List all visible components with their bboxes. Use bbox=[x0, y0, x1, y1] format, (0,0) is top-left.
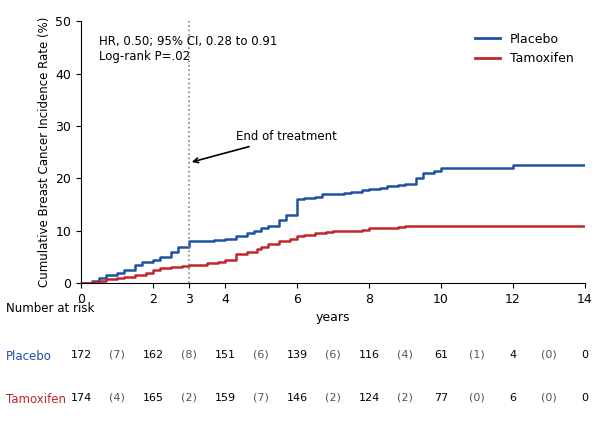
Tamoxifen bbox=[473, 223, 481, 228]
Tamoxifen bbox=[243, 249, 250, 254]
Placebo bbox=[581, 163, 589, 168]
Text: 139: 139 bbox=[286, 350, 308, 360]
Tamoxifen bbox=[275, 239, 283, 244]
Tamoxifen bbox=[358, 227, 365, 233]
Tamoxifen bbox=[103, 276, 110, 281]
Tamoxifen bbox=[412, 223, 419, 228]
Text: End of treatment: End of treatment bbox=[193, 130, 337, 163]
Tamoxifen bbox=[178, 264, 185, 269]
Placebo bbox=[211, 238, 218, 243]
Text: 6: 6 bbox=[509, 393, 517, 402]
Tamoxifen bbox=[232, 252, 239, 257]
Tamoxifen bbox=[286, 236, 293, 241]
Text: (7): (7) bbox=[253, 393, 269, 402]
Tamoxifen bbox=[113, 275, 121, 281]
Text: 165: 165 bbox=[143, 393, 163, 402]
Text: 159: 159 bbox=[214, 393, 236, 402]
Tamoxifen bbox=[257, 244, 265, 249]
Text: HR, 0.50; 95% CI, 0.28 to 0.91
Log-rank P=.02: HR, 0.50; 95% CI, 0.28 to 0.91 Log-rank … bbox=[99, 35, 277, 63]
Tamoxifen bbox=[167, 265, 175, 270]
Text: (4): (4) bbox=[397, 350, 413, 360]
Tamoxifen bbox=[419, 223, 427, 228]
Tamoxifen bbox=[142, 270, 149, 275]
Tamoxifen bbox=[193, 262, 200, 267]
Line: Placebo: Placebo bbox=[81, 166, 585, 283]
Tamoxifen bbox=[221, 257, 229, 262]
Tamoxifen bbox=[121, 274, 128, 279]
Placebo bbox=[563, 163, 571, 168]
Text: (7): (7) bbox=[109, 350, 125, 360]
Text: 162: 162 bbox=[142, 350, 164, 360]
Tamoxifen bbox=[347, 228, 355, 233]
Tamoxifen bbox=[376, 226, 383, 231]
Text: (1): (1) bbox=[469, 350, 485, 360]
Tamoxifen bbox=[581, 223, 589, 228]
Text: (2): (2) bbox=[181, 393, 197, 402]
Text: Number at risk: Number at risk bbox=[6, 302, 94, 315]
Tamoxifen bbox=[203, 261, 211, 266]
Text: 124: 124 bbox=[358, 393, 380, 402]
Tamoxifen bbox=[437, 223, 445, 228]
Tamoxifen bbox=[265, 241, 272, 246]
Tamoxifen bbox=[254, 247, 261, 252]
Text: (6): (6) bbox=[253, 350, 269, 360]
Text: 0: 0 bbox=[581, 393, 589, 402]
Line: Tamoxifen: Tamoxifen bbox=[81, 226, 585, 283]
Tamoxifen bbox=[157, 266, 164, 271]
Text: Placebo: Placebo bbox=[6, 350, 52, 363]
Text: (4): (4) bbox=[109, 393, 125, 402]
Tamoxifen bbox=[322, 229, 329, 234]
Text: (0): (0) bbox=[469, 393, 485, 402]
Text: 4: 4 bbox=[509, 350, 517, 360]
Text: (0): (0) bbox=[541, 393, 557, 402]
Placebo bbox=[221, 236, 229, 241]
Text: (0): (0) bbox=[541, 350, 557, 360]
Tamoxifen bbox=[365, 226, 373, 231]
Placebo bbox=[401, 181, 409, 186]
Tamoxifen bbox=[293, 233, 301, 239]
Text: Tamoxifen: Tamoxifen bbox=[6, 393, 66, 405]
Placebo bbox=[376, 185, 383, 190]
Text: (6): (6) bbox=[325, 350, 341, 360]
Placebo bbox=[509, 163, 517, 168]
Tamoxifen bbox=[185, 262, 193, 267]
Text: (8): (8) bbox=[181, 350, 197, 360]
Text: 146: 146 bbox=[286, 393, 308, 402]
Tamoxifen bbox=[149, 268, 157, 273]
Tamoxifen bbox=[88, 280, 95, 285]
Text: 77: 77 bbox=[434, 393, 448, 402]
Tamoxifen bbox=[383, 226, 391, 231]
Tamoxifen bbox=[545, 223, 553, 228]
Tamoxifen bbox=[77, 281, 85, 286]
Tamoxifen bbox=[340, 228, 347, 233]
Text: 61: 61 bbox=[434, 350, 448, 360]
Tamoxifen bbox=[455, 223, 463, 228]
Placebo bbox=[175, 244, 182, 249]
Tamoxifen bbox=[131, 273, 139, 278]
Tamoxifen bbox=[401, 223, 409, 228]
Tamoxifen bbox=[329, 228, 337, 233]
Tamoxifen bbox=[95, 278, 103, 283]
Tamoxifen bbox=[394, 224, 401, 229]
Text: 172: 172 bbox=[70, 350, 92, 360]
Placebo bbox=[77, 281, 85, 286]
Tamoxifen bbox=[311, 231, 319, 236]
Text: 151: 151 bbox=[215, 350, 235, 360]
Text: (2): (2) bbox=[397, 393, 413, 402]
Tamoxifen bbox=[214, 260, 221, 265]
Text: 116: 116 bbox=[359, 350, 380, 360]
Text: 0: 0 bbox=[581, 350, 589, 360]
X-axis label: years: years bbox=[316, 311, 350, 324]
Tamoxifen bbox=[509, 223, 517, 228]
Y-axis label: Cumulative Breast Cancer Incidence Rate (%): Cumulative Breast Cancer Incidence Rate … bbox=[38, 17, 51, 287]
Text: (2): (2) bbox=[325, 393, 341, 402]
Tamoxifen bbox=[301, 233, 308, 238]
Legend: Placebo, Tamoxifen: Placebo, Tamoxifen bbox=[470, 28, 579, 70]
Text: 174: 174 bbox=[70, 393, 92, 402]
